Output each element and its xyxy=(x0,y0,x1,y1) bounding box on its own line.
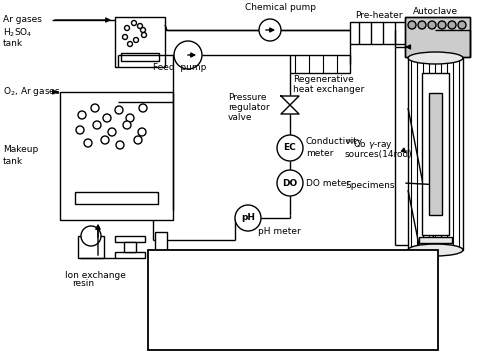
Circle shape xyxy=(458,21,466,29)
Bar xyxy=(78,236,104,258)
Polygon shape xyxy=(290,55,350,73)
Bar xyxy=(75,192,158,204)
Text: valve: valve xyxy=(228,112,252,121)
Bar xyxy=(148,250,438,350)
Bar xyxy=(429,93,442,215)
Circle shape xyxy=(138,23,142,28)
Circle shape xyxy=(174,41,202,69)
Circle shape xyxy=(277,170,303,196)
Text: tank: tank xyxy=(3,38,23,47)
Circle shape xyxy=(418,21,426,29)
Text: light: light xyxy=(152,276,172,284)
Text: meter: meter xyxy=(306,148,334,157)
Circle shape xyxy=(122,35,128,40)
Circle shape xyxy=(134,136,142,144)
Circle shape xyxy=(428,21,436,29)
Text: heat exchanger: heat exchanger xyxy=(293,84,364,94)
Circle shape xyxy=(84,139,92,147)
Text: DO meter: DO meter xyxy=(306,178,350,188)
Text: Makeup: Makeup xyxy=(3,146,38,155)
Text: Pre-heater: Pre-heater xyxy=(355,10,403,20)
Circle shape xyxy=(142,32,146,37)
Text: sources(14rod): sources(14rod) xyxy=(345,151,413,159)
Circle shape xyxy=(76,126,84,134)
Text: Autoclave: Autoclave xyxy=(413,6,458,16)
Circle shape xyxy=(134,37,138,42)
Text: Chemical pump: Chemical pump xyxy=(245,4,316,12)
Circle shape xyxy=(128,42,132,47)
Text: pH: pH xyxy=(241,214,255,222)
Bar xyxy=(124,242,136,252)
Circle shape xyxy=(91,104,99,112)
Text: Ar gases: Ar gases xyxy=(3,16,42,25)
Text: tank: tank xyxy=(3,157,23,167)
Text: O$_2$, Ar gases: O$_2$, Ar gases xyxy=(3,85,60,99)
Circle shape xyxy=(408,21,416,29)
Circle shape xyxy=(103,114,111,122)
Bar xyxy=(408,58,463,250)
Circle shape xyxy=(139,104,147,112)
Circle shape xyxy=(93,121,101,129)
Circle shape xyxy=(277,135,303,161)
Circle shape xyxy=(101,136,109,144)
Circle shape xyxy=(259,19,281,41)
Circle shape xyxy=(124,26,130,31)
Ellipse shape xyxy=(408,52,463,64)
Bar xyxy=(115,236,145,242)
Bar xyxy=(60,92,173,220)
Bar xyxy=(405,17,470,57)
Circle shape xyxy=(140,27,145,32)
Text: Pressure: Pressure xyxy=(228,93,266,101)
Circle shape xyxy=(138,128,146,136)
Circle shape xyxy=(108,128,116,136)
Text: Conductivity: Conductivity xyxy=(306,136,363,146)
Circle shape xyxy=(123,121,131,129)
Text: H$_2$SO$_4$: H$_2$SO$_4$ xyxy=(3,27,32,39)
Bar xyxy=(155,232,167,258)
Text: Regenerative: Regenerative xyxy=(293,75,354,84)
Text: Ultraviolet: Ultraviolet xyxy=(148,266,196,274)
Text: Specimens: Specimens xyxy=(345,180,395,189)
Text: ·  γ-ray absorbed dose rate: 10: · γ-ray absorbed dose rate: 10 xyxy=(156,328,307,338)
Text: pH meter: pH meter xyxy=(258,226,301,236)
Text: (after H₂SO₄ addition,0.1ppm): (after H₂SO₄ addition,0.1ppm) xyxy=(156,290,314,300)
Circle shape xyxy=(115,106,123,114)
Circle shape xyxy=(235,205,261,231)
Circle shape xyxy=(132,21,136,26)
Text: resin: resin xyxy=(72,279,94,288)
Bar xyxy=(350,22,425,44)
Text: ·  Temperature: 288 ºC: · Temperature: 288 ºC xyxy=(156,259,266,269)
Bar xyxy=(405,17,470,57)
Text: 4: 4 xyxy=(332,326,336,332)
Text: Feed  pump: Feed pump xyxy=(153,63,206,73)
Circle shape xyxy=(81,226,101,246)
Text: ·  Conductivity: 100 to 150 μS/m: · Conductivity: 100 to 150 μS/m xyxy=(156,279,314,289)
Bar xyxy=(115,17,165,67)
Bar xyxy=(419,237,452,243)
Text: Gy/h: Gy/h xyxy=(337,328,363,338)
Ellipse shape xyxy=(408,244,463,256)
Circle shape xyxy=(448,21,456,29)
Circle shape xyxy=(126,114,134,122)
Bar xyxy=(121,53,159,61)
Circle shape xyxy=(78,111,86,119)
Text: ·  DO: 8 ppm: · DO: 8 ppm xyxy=(156,308,218,318)
Text: regulator: regulator xyxy=(228,103,270,111)
Circle shape xyxy=(116,141,124,149)
Bar xyxy=(115,252,145,258)
Bar xyxy=(422,73,449,235)
Text: EC: EC xyxy=(284,143,296,152)
Text: $^{60}$Co $\gamma$-ray: $^{60}$Co $\gamma$-ray xyxy=(345,138,393,152)
Circle shape xyxy=(438,21,446,29)
Text: Ion exchange: Ion exchange xyxy=(65,271,126,279)
Text: DO: DO xyxy=(282,178,298,188)
